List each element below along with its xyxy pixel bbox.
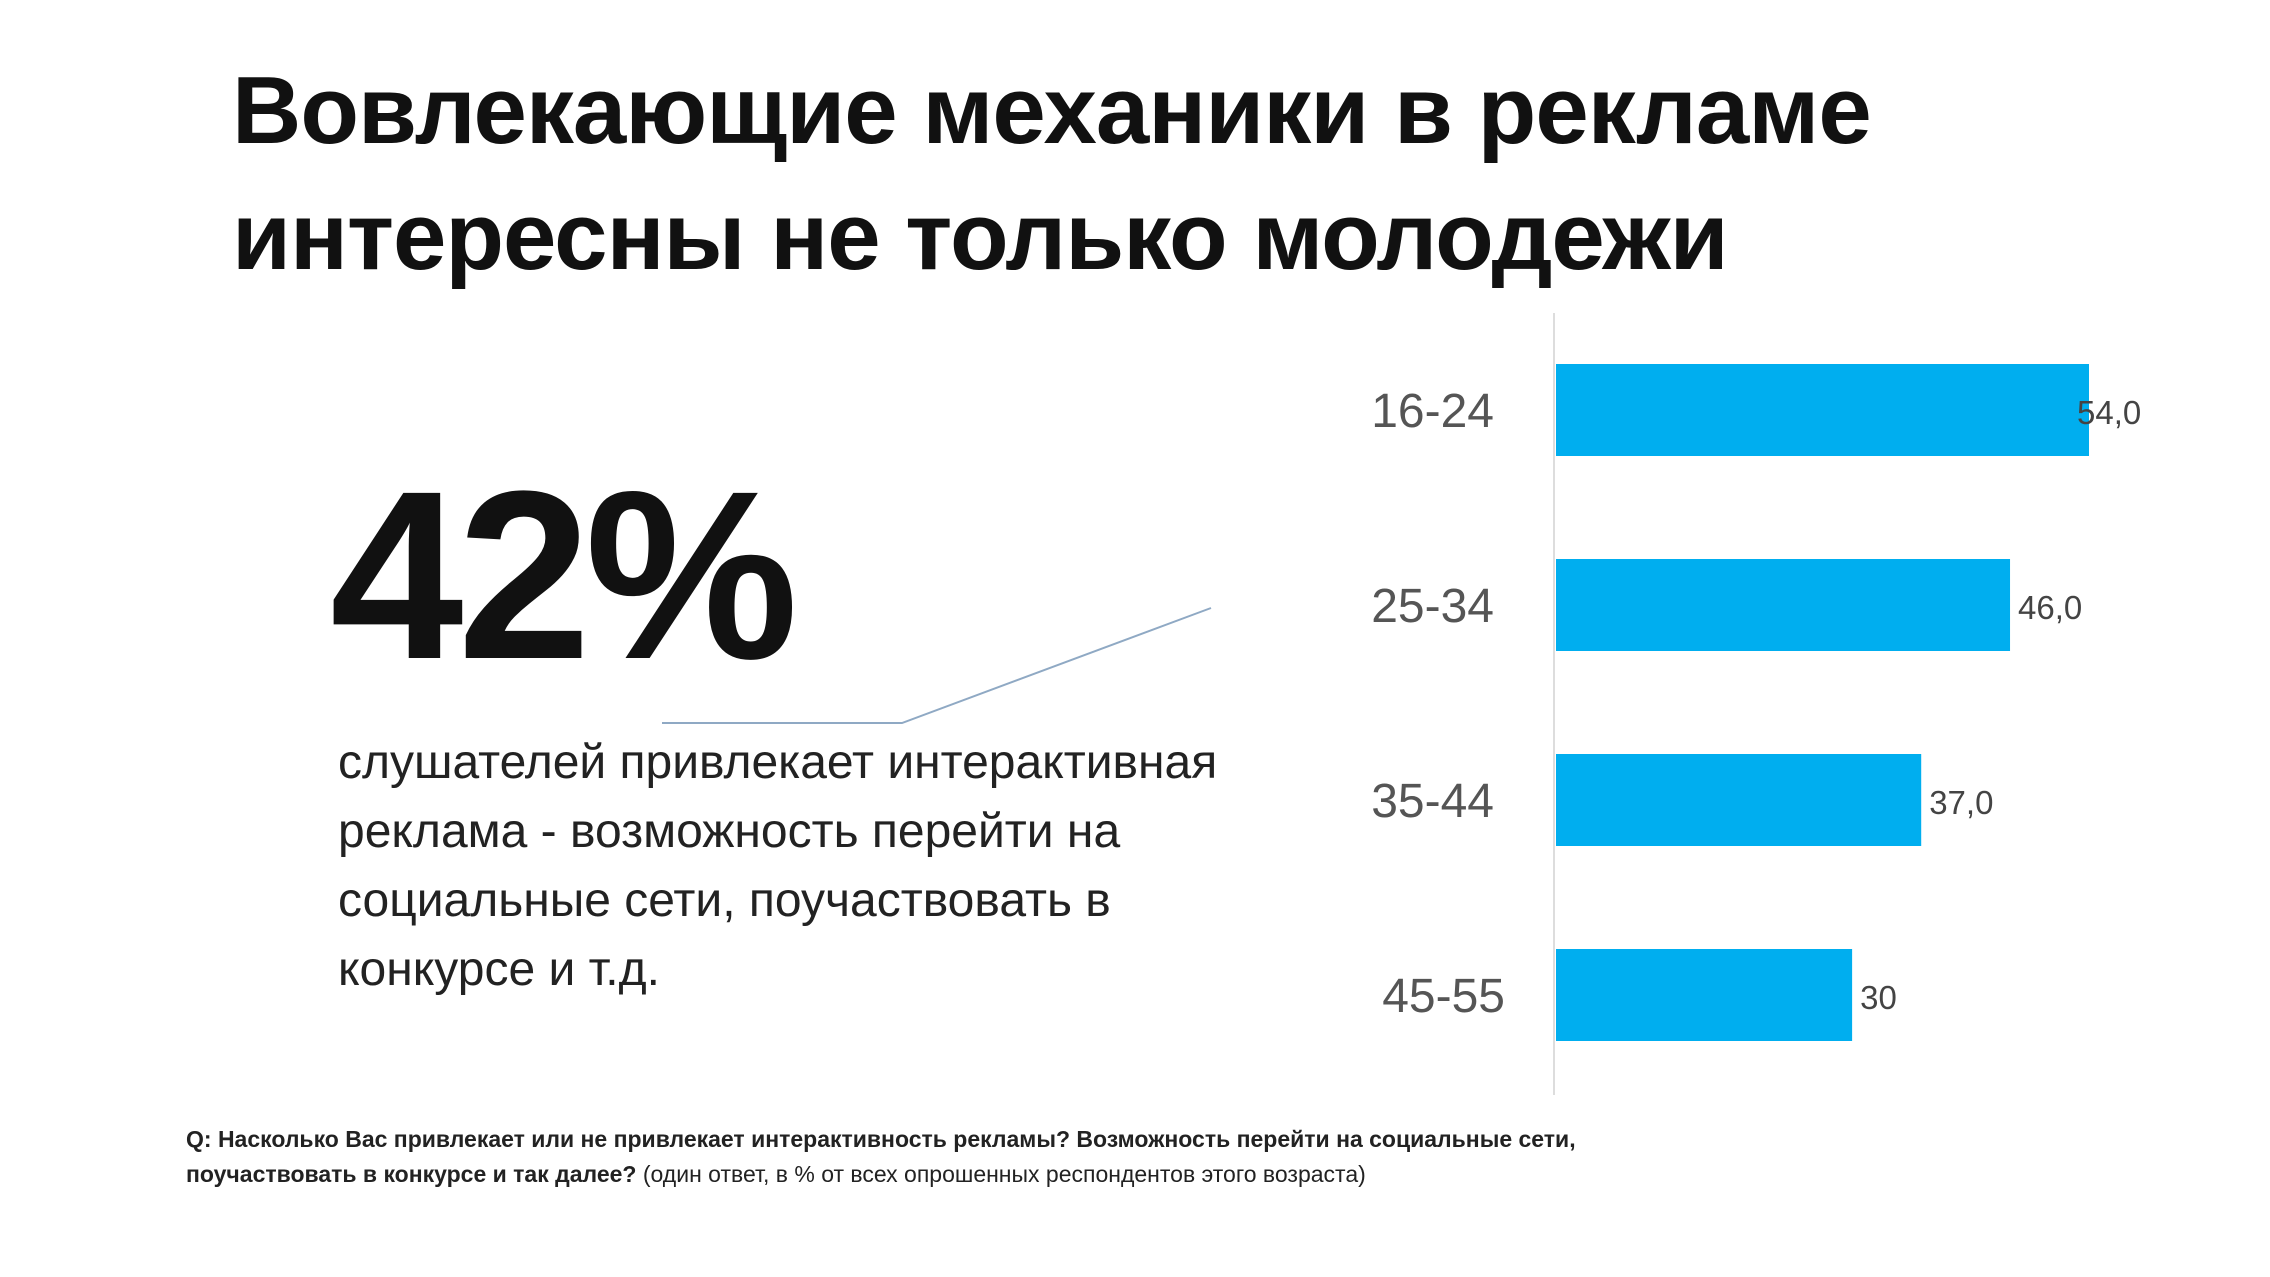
bar-16-24 <box>1556 364 2089 456</box>
data-label: 30 <box>1860 979 1897 1016</box>
title-line-1: Вовлекающие механики в рекламе <box>232 57 1872 164</box>
slide-title: Вовлекающие механики в рекламе интересны… <box>232 48 1872 300</box>
data-label: 37,0 <box>1929 784 1993 821</box>
bar-45-55 <box>1556 949 1853 1041</box>
data-label: 54,0 <box>2077 394 2141 431</box>
title-line-2: интересны не только молодежи <box>232 183 1729 290</box>
category-label: 16-24 <box>1371 385 1494 438</box>
data-label: 46,0 <box>2018 589 2082 626</box>
category-label: 25-34 <box>1371 580 1494 633</box>
footnote-note: (один ответ, в % от всех опрошенных респ… <box>636 1161 1366 1187</box>
footnote-question: Q: Насколько Вас привлекает или не привл… <box>186 1126 1576 1187</box>
leader-line <box>662 607 1212 724</box>
highlight-percentage: 42% <box>330 441 798 709</box>
footnote: Q: Насколько Вас привлекает или не привл… <box>186 1122 1706 1192</box>
highlight-description: слушателей привлекает интерактивная рекл… <box>338 736 1218 996</box>
category-label: 35-44 <box>1371 775 1494 828</box>
bar-35-44 <box>1556 754 1922 846</box>
category-label: 45-55 <box>1382 970 1505 1023</box>
bar-25-34 <box>1556 559 2011 651</box>
